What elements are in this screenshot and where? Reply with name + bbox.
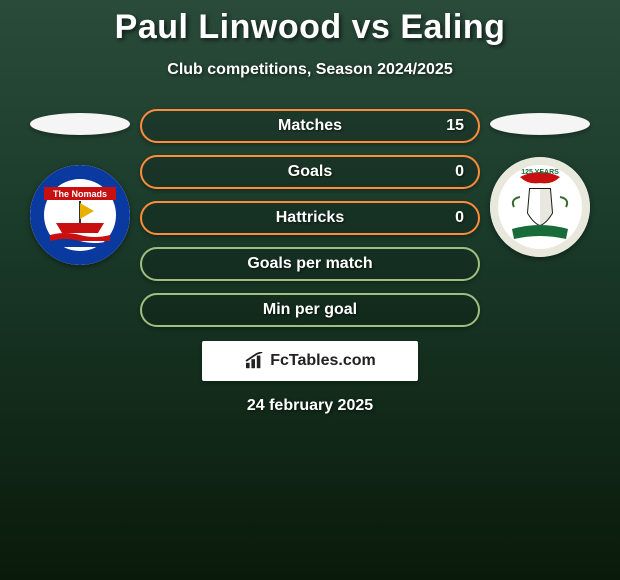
brand-chart-icon <box>244 352 266 370</box>
stat-bar-matches: Matches 15 <box>140 109 480 143</box>
stat-bar-min-per-goal: Min per goal <box>140 293 480 327</box>
stat-label: Goals <box>288 163 332 181</box>
stat-bar-goals: Goals 0 <box>140 155 480 189</box>
left-club-logo: The Nomads <box>30 165 130 265</box>
left-oval <box>30 113 130 135</box>
stat-label: Matches <box>278 117 342 135</box>
stat-bar-hattricks: Hattricks 0 <box>140 201 480 235</box>
right-logo-text: 125 YEARS <box>521 169 559 176</box>
stat-label: Min per goal <box>263 301 357 319</box>
brand-box: FcTables.com <box>202 341 418 381</box>
stat-bars: Matches 15 Goals 0 Hattricks 0 Goals per… <box>140 109 480 327</box>
stat-value: 0 <box>455 209 464 227</box>
stat-bar-goals-per-match: Goals per match <box>140 247 480 281</box>
brand-text: FcTables.com <box>270 352 376 370</box>
right-oval <box>490 113 590 135</box>
date-text: 24 february 2025 <box>0 397 620 415</box>
left-column: The Nomads <box>20 109 140 265</box>
stat-value: 15 <box>446 117 464 135</box>
subtitle: Club competitions, Season 2024/2025 <box>0 61 620 79</box>
left-logo-text: The Nomads <box>53 189 107 199</box>
stats-area: The Nomads Matches 15 Goals 0 Hattricks <box>0 109 620 327</box>
right-club-logo: 125 YEARS <box>490 157 590 257</box>
stat-label: Hattricks <box>276 209 344 227</box>
page-title: Paul Linwood vs Ealing <box>0 8 620 47</box>
stat-value: 0 <box>455 163 464 181</box>
right-column: 125 YEARS <box>480 109 600 257</box>
stat-label: Goals per match <box>247 255 372 273</box>
